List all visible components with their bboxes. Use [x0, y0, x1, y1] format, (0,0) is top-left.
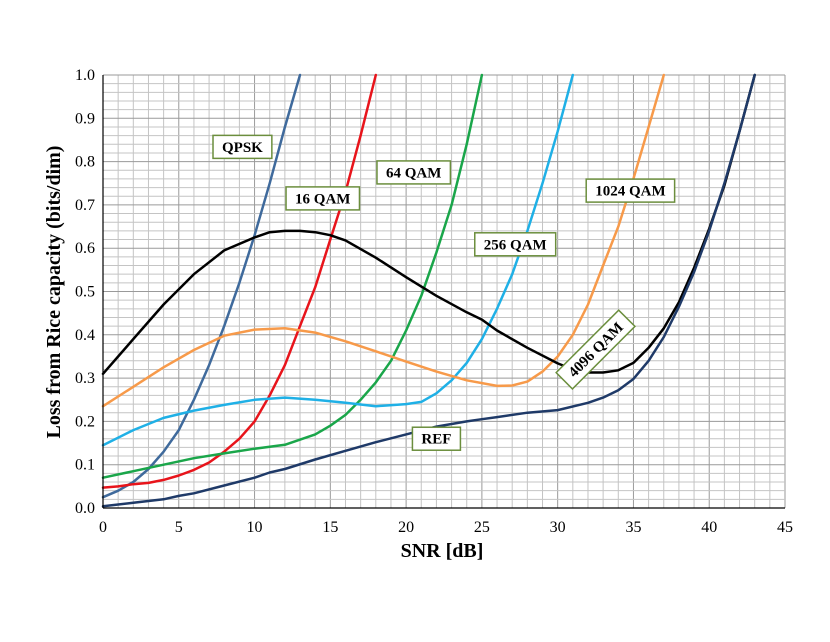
series-line-1024-qam: [101, 73, 666, 408]
series-line-64-qam: [101, 73, 484, 479]
series-label-box: [212, 134, 273, 160]
series-label-text: 16 QAM: [295, 191, 350, 207]
series-line-qpsk: [101, 73, 302, 499]
series-label-text: 1024 QAM: [595, 184, 665, 200]
x-tick-label: 20: [398, 519, 414, 536]
series-label-text: 256 QAM: [484, 237, 547, 253]
series-label: REF: [411, 426, 462, 451]
series-label-text: QPSK: [222, 140, 263, 156]
x-tick-label: 25: [474, 519, 490, 536]
y-tick-label: 0.4: [75, 327, 95, 344]
series-line-4096-qam: [101, 73, 756, 376]
x-tick-label: 10: [247, 519, 263, 536]
y-tick-label: 0.6: [75, 240, 95, 257]
y-tick-labels: 0.0 0.1 0.2 0.3 0.4 0.5 0.6 0.7 0.8 0.9 1.0: [75, 67, 95, 517]
x-tick-labels: 0 5 10 15 20 25 30 35 40 45: [99, 519, 793, 536]
series-label: QPSK: [212, 134, 273, 160]
series-label-text: REF: [421, 432, 451, 448]
y-tick-label: 0.0: [75, 500, 95, 517]
y-axis-title: Loss from Rice capacity (bits/dim): [43, 146, 65, 439]
x-tick-label: 30: [550, 519, 566, 536]
x-axis-title: SNR [dB]: [401, 540, 484, 562]
series-label-box: [285, 186, 361, 211]
series-label-box: [555, 309, 637, 390]
y-tick-label: 0.2: [75, 413, 95, 430]
series-label-box: [376, 160, 452, 185]
y-tick-label: 0.9: [75, 110, 95, 127]
series-label: 256 QAM: [474, 232, 557, 257]
series-label-text: 64 QAM: [386, 165, 441, 181]
x-tick-label: 40: [701, 519, 717, 536]
series-label-box: [411, 426, 462, 451]
series-label: 1024 QAM: [585, 178, 676, 203]
series-label-box: [474, 232, 557, 257]
y-tick-label: 0.8: [75, 154, 95, 171]
y-tick-label: 1.0: [75, 67, 95, 84]
x-tick-label: 5: [175, 519, 183, 536]
series-lines: [101, 73, 756, 508]
y-tick-label: 0.7: [75, 197, 95, 214]
y-tick-label: 0.5: [75, 284, 95, 301]
series-label: 16 QAM: [285, 186, 361, 211]
series-label-box: [585, 178, 676, 203]
axes: [102, 75, 785, 509]
x-tick-label: 15: [322, 519, 338, 536]
y-tick-label: 0.1: [75, 457, 95, 474]
series-line-16-qam: [101, 73, 378, 489]
series-label: 64 QAM: [376, 160, 452, 185]
x-tick-label: 0: [99, 519, 107, 536]
y-tick-label: 0.3: [75, 370, 95, 387]
series-line-ref: [101, 73, 756, 508]
x-tick-label: 35: [625, 519, 641, 536]
x-tick-label: 45: [777, 519, 793, 536]
